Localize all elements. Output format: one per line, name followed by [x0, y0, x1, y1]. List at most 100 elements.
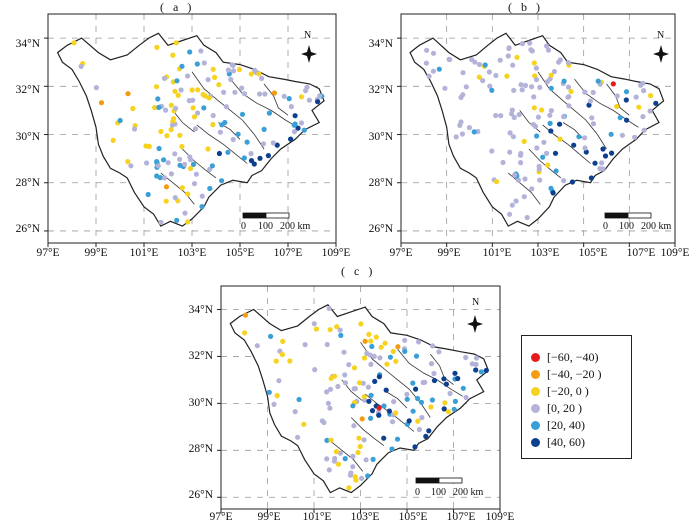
- district-boundary: [230, 78, 298, 128]
- station-dot: [292, 113, 298, 119]
- station-dot: [232, 89, 238, 95]
- station-dot: [410, 380, 416, 386]
- station-dot: [447, 390, 453, 397]
- station-dot: [463, 394, 469, 401]
- station-dot: [350, 403, 356, 409]
- x-tick-label: 99°E: [257, 511, 281, 523]
- north-arrow-icon: [467, 315, 483, 333]
- station-dot: [419, 415, 425, 421]
- station-dot: [517, 152, 524, 158]
- station-dot: [395, 344, 401, 350]
- station-dot: [366, 398, 372, 404]
- station-dot: [248, 71, 254, 77]
- station-dot: [493, 72, 499, 79]
- station-dot: [533, 77, 540, 83]
- station-dot: [376, 374, 382, 380]
- station-dot: [368, 361, 374, 367]
- station-dot: [640, 114, 646, 120]
- station-dot: [423, 433, 429, 439]
- x-tick-label: 105°E: [578, 247, 608, 259]
- station-dot: [569, 179, 575, 185]
- station-dot: [544, 150, 550, 156]
- station-dot: [185, 219, 191, 225]
- north-label: N: [304, 30, 312, 41]
- station-dot: [177, 156, 183, 162]
- legend-label: [20, 40): [547, 417, 585, 432]
- station-dot: [614, 93, 620, 99]
- x-tick-label: 107°E: [273, 247, 303, 259]
- station-dot: [371, 353, 377, 359]
- station-dot: [610, 81, 616, 87]
- station-dot: [172, 195, 178, 201]
- station-dot: [261, 126, 267, 132]
- station-dot: [98, 100, 105, 106]
- station-dot: [262, 91, 268, 97]
- station-dot: [436, 349, 442, 355]
- station-dot: [254, 343, 260, 349]
- station-dot: [361, 394, 367, 400]
- station-dot: [443, 381, 449, 387]
- station-dot: [358, 321, 364, 327]
- legend-item: [−20, 0 ): [531, 383, 589, 399]
- north-arrow-icon: [653, 45, 669, 63]
- station-dot: [537, 177, 543, 183]
- station-dot: [415, 418, 421, 424]
- station-dot: [155, 96, 161, 102]
- station-dot: [361, 355, 368, 361]
- station-dot: [393, 410, 399, 416]
- station-dot: [531, 94, 537, 100]
- station-dot: [93, 85, 99, 91]
- station-dot: [236, 66, 243, 73]
- scale-bar-segment: [604, 212, 629, 219]
- station-dot: [78, 63, 84, 69]
- station-dot: [561, 78, 567, 84]
- station-dot: [288, 136, 294, 142]
- station-dot: [200, 91, 206, 98]
- y-tick-label: 30°N: [15, 131, 40, 143]
- station-dot: [436, 66, 442, 72]
- station-dot: [521, 194, 527, 200]
- station-dot: [552, 150, 559, 156]
- station-dot: [301, 127, 307, 133]
- district-boundary: [350, 417, 385, 446]
- y-tick-label: 28°N: [188, 443, 213, 455]
- station-dot: [460, 70, 466, 76]
- station-dot: [506, 45, 512, 51]
- station-dot: [201, 105, 207, 111]
- scale-label: 100: [619, 221, 634, 232]
- station-dot: [350, 453, 356, 459]
- station-dot: [346, 362, 352, 368]
- station-dot: [229, 62, 235, 68]
- y-tick-label: 32°N: [188, 350, 213, 362]
- station-dot: [510, 134, 516, 140]
- station-dot: [161, 75, 167, 81]
- station-dot: [158, 219, 164, 225]
- legend-item: [20, 40): [531, 417, 585, 433]
- station-dot: [174, 217, 180, 223]
- station-dot: [260, 141, 266, 147]
- station-dot: [158, 128, 164, 135]
- station-dot: [319, 418, 325, 424]
- station-dot: [281, 93, 287, 99]
- north-arrow-icon: [301, 45, 317, 63]
- station-dot: [507, 130, 513, 136]
- y-tick-label: 28°N: [15, 177, 40, 189]
- station-dot: [342, 372, 348, 378]
- station-dot: [210, 122, 216, 128]
- station-dot: [324, 341, 330, 348]
- x-tick-label: 105°E: [398, 511, 428, 523]
- station-dot: [602, 153, 609, 159]
- station-dot: [239, 111, 246, 117]
- station-dot: [209, 163, 215, 169]
- station-dot: [415, 395, 421, 402]
- station-dot: [471, 129, 477, 135]
- station-dot: [217, 129, 223, 135]
- station-dot: [586, 102, 592, 108]
- station-dot: [424, 47, 430, 53]
- station-dot: [256, 71, 262, 77]
- y-tick-label: 32°N: [15, 84, 40, 96]
- station-dot: [530, 121, 536, 128]
- station-dot: [589, 115, 595, 121]
- station-dot: [251, 161, 257, 167]
- station-dot: [638, 82, 644, 88]
